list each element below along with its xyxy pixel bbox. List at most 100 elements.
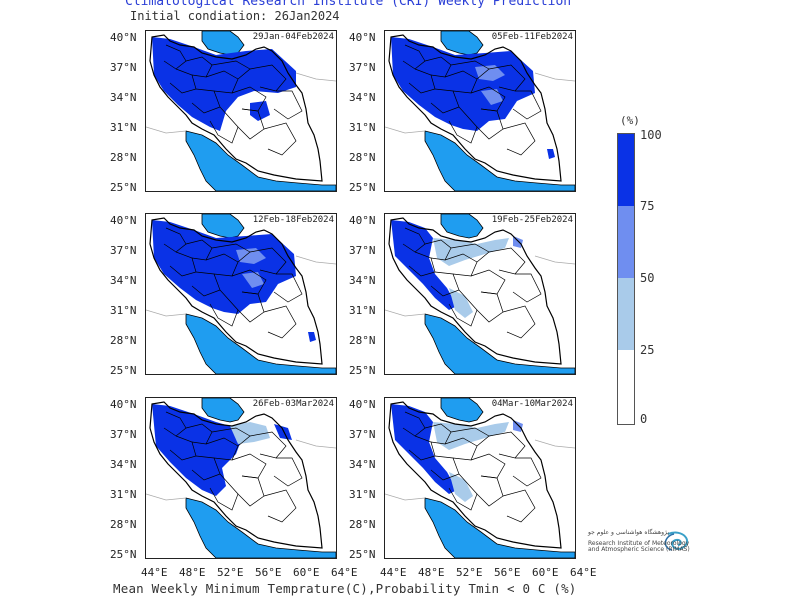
latitude-label: 28°N: [349, 518, 376, 531]
panel-period-label: 19Feb-25Feb2024: [491, 215, 573, 225]
province-border: [273, 273, 303, 303]
persian-gulf: [424, 313, 575, 374]
latitude-label: 40°N: [349, 214, 376, 227]
province-border: [448, 473, 478, 511]
province-border: [448, 106, 478, 144]
probability-area: [547, 149, 555, 159]
longitude-label: 44°E: [141, 566, 168, 579]
legend-25-50: [618, 278, 634, 351]
latitude-label: 31°N: [110, 304, 137, 317]
caspian-sea: [440, 398, 484, 423]
province-border: [211, 427, 251, 447]
logo-swirl-icon: [664, 531, 688, 551]
province-border: [211, 60, 251, 80]
latitude-label: 34°N: [349, 91, 376, 104]
latitude-label: 37°N: [349, 61, 376, 74]
latitude-label: 28°N: [110, 518, 137, 531]
probability-area: [391, 404, 457, 494]
longitude-label: 56°E: [494, 566, 521, 579]
caspian-sea: [201, 31, 245, 56]
province-border: [263, 122, 297, 156]
logo-text-en-2: and Atmospheric Science (RIMAS): [588, 546, 690, 553]
legend-tick-25: 25: [640, 343, 655, 357]
province-border: [273, 90, 303, 120]
probability-area: [236, 248, 266, 264]
province-border: [263, 305, 297, 339]
probability-area: [250, 101, 270, 121]
latitude-label: 28°N: [110, 334, 137, 347]
country-border: [149, 217, 323, 365]
country-border: [388, 34, 562, 182]
legend-unit: (%): [620, 114, 640, 127]
longitude-label: 60°E: [532, 566, 559, 579]
province-border: [209, 289, 239, 327]
map-panel: 04Mar-10Mar2024: [384, 397, 576, 559]
persian-gulf: [424, 130, 575, 191]
province-border: [512, 457, 542, 487]
latitude-label: 37°N: [110, 244, 137, 257]
latitude-label: 37°N: [349, 244, 376, 257]
iran-map: [385, 31, 575, 191]
country-border: [149, 34, 323, 182]
probability-area: [242, 272, 264, 288]
latitude-label: 25°N: [349, 181, 376, 194]
latitude-label: 25°N: [349, 364, 376, 377]
latitude-label: 28°N: [110, 151, 137, 164]
iran-map: [385, 214, 575, 374]
province-border: [263, 489, 297, 523]
province-border: [450, 60, 490, 80]
probability-area: [308, 332, 316, 342]
latitude-label: 37°N: [110, 428, 137, 441]
iran-map: [146, 398, 336, 558]
probability-area: [433, 422, 509, 450]
latitude-label: 31°N: [349, 488, 376, 501]
latitude-label: 31°N: [110, 121, 137, 134]
probability-area: [230, 422, 270, 444]
probability-area: [449, 472, 473, 502]
legend-tick-100: 100: [640, 128, 662, 142]
longitude-label: 64°E: [570, 566, 597, 579]
latitude-label: 25°N: [349, 548, 376, 561]
persian-gulf: [424, 497, 575, 558]
persian-gulf: [185, 130, 336, 191]
latitude-label: 28°N: [349, 151, 376, 164]
probability-area: [475, 65, 505, 81]
legend-tick-50: 50: [640, 271, 655, 285]
province-border: [448, 289, 478, 327]
country-border: [388, 401, 562, 549]
panel-period-label: 26Feb-03Mar2024: [252, 399, 334, 409]
latitude-label: 34°N: [110, 91, 137, 104]
map-panel: 12Feb-18Feb2024: [145, 213, 337, 375]
latitude-label: 28°N: [349, 334, 376, 347]
province-border: [488, 431, 526, 459]
province-border: [249, 247, 287, 275]
longitude-label: 56°E: [255, 566, 282, 579]
probability-area: [481, 89, 503, 105]
persian-gulf: [185, 497, 336, 558]
longitude-label: 52°E: [217, 566, 244, 579]
legend-0-25: [618, 350, 634, 423]
latitude-label: 34°N: [110, 274, 137, 287]
probability-area: [449, 288, 473, 318]
iran-map: [385, 398, 575, 558]
legend-75-100: [618, 134, 634, 207]
persian-gulf: [185, 313, 336, 374]
province-border: [273, 457, 303, 487]
variable-caption: Mean Weekly Minimum Temprature(C),Probab…: [113, 581, 577, 596]
map-title: Climatological Research Institute (CRI) …: [125, 0, 572, 9]
latitude-label: 31°N: [349, 304, 376, 317]
caspian-sea: [201, 214, 245, 239]
longitude-label: 44°E: [380, 566, 407, 579]
province-border: [450, 243, 490, 263]
initial-condition-label: Initial condiation: 26Jan2024: [130, 9, 340, 23]
iran-map: [146, 31, 336, 191]
logo-text-fa: پژوهشگاه هواشناسی و علوم جو: [588, 529, 670, 536]
province-border: [249, 431, 287, 459]
probability-area: [391, 220, 457, 310]
caspian-sea: [440, 31, 484, 56]
province-border: [502, 489, 536, 523]
legend-50-75: [618, 206, 634, 279]
province-border: [450, 427, 490, 447]
probability-legend: [617, 133, 635, 425]
probability-area: [433, 238, 509, 266]
